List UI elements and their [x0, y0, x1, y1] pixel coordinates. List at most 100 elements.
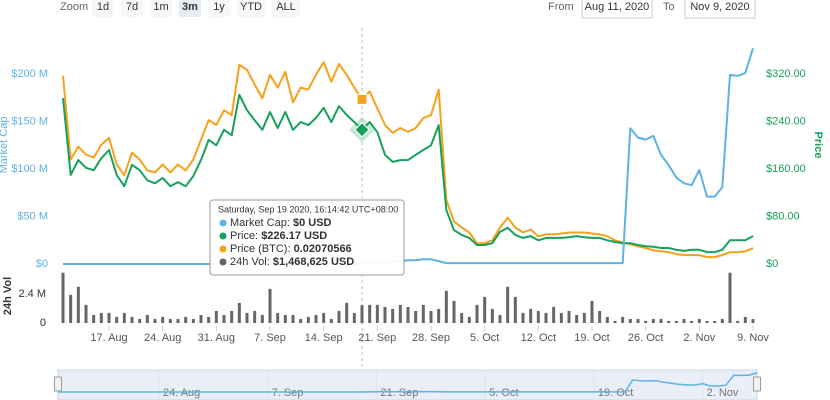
volume-bar	[276, 312, 280, 323]
tooltip: Saturday, Sep 19 2020, 16:14:42 UTC+08:0…	[209, 199, 405, 276]
x-tick-label: 9. Nov	[737, 332, 769, 344]
zoom-button[interactable]	[208, 0, 230, 17]
volume-bar	[644, 320, 648, 323]
volume-bar	[483, 296, 487, 323]
volume-bar	[375, 304, 379, 323]
from-value[interactable]: Aug 11, 2020	[585, 1, 650, 13]
volume-bar	[115, 316, 119, 323]
y-tick-label: 2.4 M	[18, 288, 46, 300]
tooltip-value: $226.17 USD	[261, 230, 327, 242]
volume-bar	[383, 306, 387, 323]
volume-bar	[299, 318, 303, 323]
volume-bar	[237, 302, 241, 323]
x-tick-label: 31. Aug	[198, 332, 235, 344]
volume-bar	[521, 312, 525, 323]
zoom-button[interactable]	[179, 0, 201, 17]
tooltip-label: Price (BTC):	[230, 243, 294, 255]
volume-bar	[628, 318, 632, 323]
navigator-handle[interactable]	[753, 376, 761, 392]
zoom-button[interactable]	[237, 0, 265, 17]
volume-bar	[498, 314, 502, 323]
volume-bar	[306, 316, 310, 323]
zoom-button[interactable]	[272, 0, 300, 17]
volume-bar	[107, 312, 111, 323]
y-tick-label: $50 M	[17, 210, 48, 222]
zoom-button-label[interactable]: 1m	[153, 1, 168, 13]
volume-bar	[636, 318, 640, 323]
volume-axis-title: 24h Vol	[2, 277, 14, 315]
zoom-button[interactable]	[150, 0, 172, 17]
volume-bar	[61, 272, 65, 323]
zoom-button[interactable]	[121, 0, 143, 17]
volume-bar	[122, 312, 126, 323]
tooltip-dot	[219, 232, 227, 240]
hover-marker	[354, 121, 370, 138]
volume-bar	[421, 304, 425, 323]
volume-bar	[352, 312, 356, 323]
navigator-tick-label: 7. Sep	[272, 387, 304, 399]
volume-bar	[92, 314, 96, 323]
zoom-button-label[interactable]: 1y	[213, 1, 225, 13]
zoom-button-label[interactable]: 7d	[126, 1, 138, 13]
volume-bar	[582, 312, 586, 323]
series-line	[62, 93, 754, 254]
series-line	[62, 61, 754, 259]
from-input[interactable]	[581, 0, 653, 19]
tooltip-dot	[219, 258, 227, 266]
y-tick-label: 0	[40, 317, 46, 329]
zoom-button-label[interactable]: ALL	[276, 1, 296, 13]
tooltip-label: 24h Vol:	[230, 256, 273, 268]
x-tick-label: 19. Oct	[574, 332, 609, 344]
volume-bar	[674, 320, 678, 323]
volume-bar	[161, 316, 165, 323]
to-value[interactable]: Nov 9, 2020	[690, 1, 749, 13]
zoom-button-label[interactable]: YTD	[240, 1, 262, 13]
volume-bar	[345, 302, 349, 323]
from-label: From	[548, 1, 574, 13]
y2-axis-title: Price	[812, 132, 824, 159]
x-tick-label: 12. Oct	[521, 332, 556, 344]
volume-bar	[713, 320, 717, 323]
y2-tick-label: $80.00	[766, 210, 800, 222]
volume-bar	[567, 310, 571, 323]
volume-bar	[429, 310, 433, 323]
volume-bar	[138, 318, 142, 323]
volume-bar	[452, 300, 456, 323]
volume-bar	[720, 318, 724, 323]
x-tick-label: 14. Sep	[305, 332, 343, 344]
tooltip-value: 0.02070566	[294, 243, 352, 255]
volume-bar	[659, 318, 663, 323]
tooltip-title: Saturday, Sep 19 2020, 16:14:42 UTC+08:0…	[218, 204, 398, 214]
volume-bar	[76, 286, 80, 323]
x-tick-label: 28. Sep	[412, 332, 450, 344]
navigator-handle[interactable]	[54, 376, 62, 392]
y2-tick-label: $160.00	[766, 163, 806, 175]
y2-tick-label: $320.00	[766, 68, 806, 80]
volume-bar	[260, 314, 264, 323]
to-input[interactable]	[684, 0, 756, 19]
x-tick-label: 2. Nov	[683, 332, 715, 344]
volume-bar	[337, 310, 341, 323]
zoom-button-label[interactable]: 3m	[182, 1, 198, 13]
volume-bar	[368, 304, 372, 323]
volume-bar	[268, 288, 272, 323]
tooltip-label: Price:	[230, 230, 261, 242]
volume-bar	[552, 306, 556, 323]
volume-bar	[743, 316, 747, 323]
zoom-button-label[interactable]: 1d	[97, 1, 109, 13]
zoom-button[interactable]	[92, 0, 114, 17]
to-label: To	[663, 1, 675, 13]
volume-bar	[544, 312, 548, 323]
y-tick-label: $0	[36, 258, 48, 270]
tooltip-dot	[219, 219, 227, 227]
y-tick-label: $200 M	[11, 68, 48, 80]
volume-bar	[728, 272, 732, 323]
navigator-tick-label: 19. Oct	[598, 387, 633, 399]
volume-bar	[529, 308, 533, 323]
volume-bar	[69, 294, 73, 323]
volume-bar	[245, 312, 249, 323]
volume-bar	[460, 312, 464, 323]
volume-bar	[176, 318, 180, 323]
x-tick-label: 17. Aug	[90, 332, 127, 344]
